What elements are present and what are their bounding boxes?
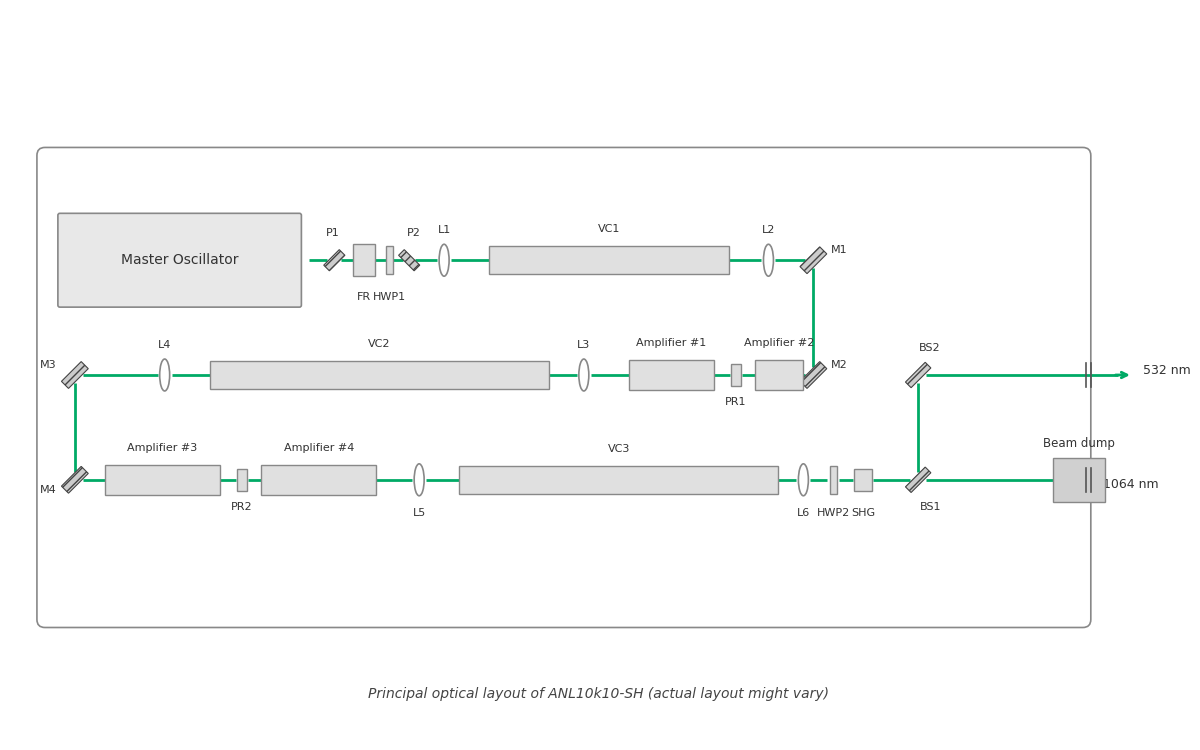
Bar xyxy=(61,362,89,388)
Text: L3: L3 xyxy=(577,340,590,350)
Text: M1: M1 xyxy=(832,245,848,255)
Text: Beam dump: Beam dump xyxy=(1043,436,1115,450)
Ellipse shape xyxy=(763,244,774,276)
Text: Principal optical layout of ANL10k10-SH (actual layout might vary): Principal optical layout of ANL10k10-SH … xyxy=(368,687,829,701)
Bar xyxy=(385,246,392,274)
Bar xyxy=(906,362,931,388)
FancyBboxPatch shape xyxy=(37,148,1091,628)
Ellipse shape xyxy=(439,244,449,276)
Text: M4: M4 xyxy=(40,484,56,495)
Text: L5: L5 xyxy=(413,508,426,518)
Bar xyxy=(236,469,246,490)
Bar xyxy=(353,244,376,276)
Text: 1064 nm: 1064 nm xyxy=(1103,478,1158,491)
FancyBboxPatch shape xyxy=(58,213,301,308)
Text: VC3: VC3 xyxy=(607,444,630,454)
Text: L4: L4 xyxy=(158,340,172,350)
Bar xyxy=(1052,458,1105,502)
Text: PR2: PR2 xyxy=(230,502,252,512)
Bar xyxy=(262,465,377,495)
Text: Amplifier #4: Amplifier #4 xyxy=(283,442,354,453)
Text: M3: M3 xyxy=(41,360,56,370)
Bar xyxy=(731,364,740,386)
Text: M2: M2 xyxy=(832,360,848,370)
Ellipse shape xyxy=(414,464,424,496)
Text: L2: L2 xyxy=(762,225,775,236)
Bar xyxy=(629,360,714,390)
Text: VC2: VC2 xyxy=(368,339,390,349)
Text: PR1: PR1 xyxy=(725,397,746,407)
Ellipse shape xyxy=(798,464,809,496)
Text: VC1: VC1 xyxy=(598,224,620,234)
Text: Amplifier #1: Amplifier #1 xyxy=(636,338,707,348)
Text: 532 nm: 532 nm xyxy=(1142,364,1190,376)
Bar xyxy=(61,466,89,494)
Bar xyxy=(830,466,836,494)
Text: BS1: BS1 xyxy=(919,502,941,512)
Ellipse shape xyxy=(578,359,589,391)
Bar xyxy=(800,247,827,274)
Bar xyxy=(490,246,728,274)
Text: BS2: BS2 xyxy=(919,343,941,353)
Bar xyxy=(104,465,220,495)
Text: Amplifier #3: Amplifier #3 xyxy=(127,442,197,453)
Bar xyxy=(460,466,779,494)
Bar xyxy=(398,250,420,271)
Text: HWP1: HWP1 xyxy=(373,292,406,302)
Text: FR: FR xyxy=(358,292,371,302)
Bar xyxy=(210,361,548,389)
Text: Master Oscillator: Master Oscillator xyxy=(121,254,239,267)
Bar xyxy=(324,250,344,271)
Ellipse shape xyxy=(160,359,169,391)
Bar xyxy=(906,467,931,493)
Bar xyxy=(854,469,872,490)
Text: Amplifier #2: Amplifier #2 xyxy=(744,338,815,348)
Text: P1: P1 xyxy=(325,228,340,238)
Text: L6: L6 xyxy=(797,508,810,518)
Bar xyxy=(800,362,827,388)
Text: L1: L1 xyxy=(438,225,451,236)
Bar xyxy=(756,360,803,390)
Text: SHG: SHG xyxy=(851,508,875,518)
Text: HWP2: HWP2 xyxy=(817,508,850,518)
Text: P2: P2 xyxy=(407,228,421,238)
